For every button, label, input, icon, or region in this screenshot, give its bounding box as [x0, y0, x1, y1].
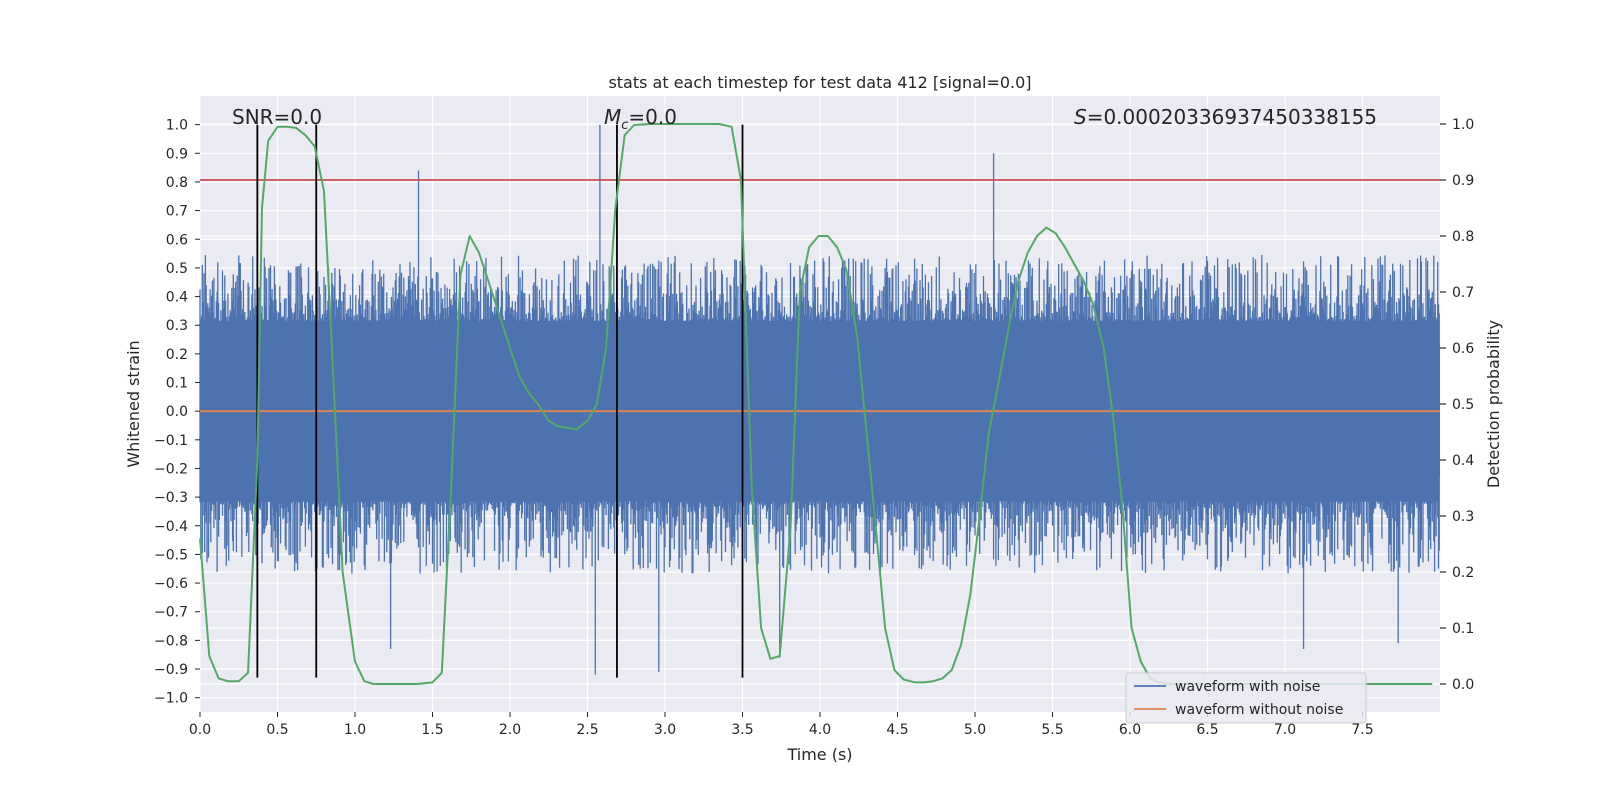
y-axis-label: Whitened strain [124, 340, 143, 467]
y-tick-label: −0.8 [154, 633, 188, 649]
x-tick-label: 4.0 [809, 722, 831, 738]
y2-tick-label: 1.0 [1452, 117, 1474, 133]
y-tick-label: 0.8 [166, 175, 188, 191]
y-tick-label: 1.0 [166, 118, 188, 134]
chirp-mass-value: =0.0 [628, 105, 677, 129]
y-tick-label: 0.0 [166, 404, 188, 420]
chirp-mass-annotation: Mc=0.0 [604, 105, 677, 133]
x-tick-label: 7.5 [1351, 722, 1373, 738]
x-tick-label: 5.5 [1041, 722, 1063, 738]
y-tick-label: −0.5 [154, 547, 188, 563]
y-tick-label: 0.3 [166, 318, 188, 334]
y2-tick-label: 0.0 [1452, 677, 1474, 693]
y-tick-label: −0.2 [154, 461, 188, 477]
y2-axis-ticks: 0.0 0.1 0.2 0.3 0.4 0.5 0.6 0.7 0.8 0.9 1.0 [1440, 117, 1474, 693]
x-tick-label: 7.0 [1274, 722, 1296, 738]
chirp-mass-subscript: c [621, 118, 628, 133]
y-tick-label: −0.7 [154, 605, 188, 621]
score-value: =0.00020336937450338155 [1087, 105, 1377, 129]
y2-tick-label: 0.5 [1452, 397, 1474, 413]
y-tick-label: 0.5 [166, 261, 188, 277]
x-tick-label: 4.5 [886, 722, 908, 738]
y2-tick-label: 0.7 [1452, 285, 1474, 301]
y-tick-label: 0.7 [166, 204, 188, 220]
y-tick-label: −1.0 [154, 691, 188, 707]
y2-tick-label: 0.2 [1452, 565, 1474, 581]
y-tick-label: −0.1 [154, 433, 188, 449]
y2-tick-label: 0.8 [1452, 229, 1474, 245]
x-tick-label: 6.5 [1196, 722, 1218, 738]
chirp-mass-symbol: M [604, 105, 621, 129]
x-axis-label: Time (s) [786, 745, 852, 764]
x-tick-label: 3.0 [654, 722, 676, 738]
score-annotation: S=0.00020336937450338155 [1074, 105, 1377, 129]
y-tick-label: −0.9 [154, 662, 188, 678]
y2-tick-label: 0.4 [1452, 453, 1474, 469]
legend: waveform with noise waveform without noi… [1125, 672, 1367, 724]
y2-tick-label: 0.3 [1452, 509, 1474, 525]
y-tick-label: 0.9 [166, 146, 188, 162]
probability-trace [199, 123, 1433, 685]
chart-title: stats at each timestep for test data 412… [608, 73, 1031, 92]
x-tick-label: 2.0 [499, 722, 521, 738]
y2-tick-label: 0.9 [1452, 173, 1474, 189]
legend-label-waveform-with-noise: waveform with noise [1175, 679, 1320, 695]
noise-trace [199, 124, 1440, 675]
x-tick-label: 2.5 [576, 722, 598, 738]
legend-box [1125, 672, 1367, 724]
y-tick-label: −0.6 [154, 576, 188, 592]
x-tick-label: 0.0 [189, 722, 211, 738]
x-axis-ticks: 0.0 0.5 1.0 1.5 2.0 2.5 3.0 3.5 4.0 4.5 5.0 5.5 6.0 6… [189, 712, 1374, 738]
y-tick-label: −0.4 [154, 519, 188, 535]
x-tick-label: 0.5 [266, 722, 288, 738]
y2-tick-label: 0.6 [1452, 341, 1474, 357]
series-detection-probability [199, 123, 1433, 685]
y-tick-label: −0.3 [154, 490, 188, 506]
y-tick-label: 0.6 [166, 232, 188, 248]
legend-label-waveform-without-noise: waveform without noise [1175, 702, 1343, 718]
y-tick-label: 0.2 [166, 347, 188, 363]
y-tick-label: 0.4 [166, 290, 188, 306]
score-symbol: S [1074, 105, 1087, 129]
x-tick-label: 3.5 [731, 722, 753, 738]
x-tick-label: 1.5 [421, 722, 443, 738]
snr-annotation: SNR=0.0 [232, 105, 322, 129]
y2-tick-label: 0.1 [1452, 621, 1474, 637]
x-tick-label: 1.0 [344, 722, 366, 738]
x-tick-label: 6.0 [1119, 722, 1141, 738]
x-tick-label: 5.0 [964, 722, 986, 738]
y-axis-ticks: −1.0 −0.9 −0.8 −0.7 −0.6 −0.5 −0.4 −0.3 −0.2 −0.1… [154, 118, 200, 707]
y2-axis-label: Detection probability [1484, 320, 1503, 488]
y-tick-label: 0.1 [166, 376, 188, 392]
